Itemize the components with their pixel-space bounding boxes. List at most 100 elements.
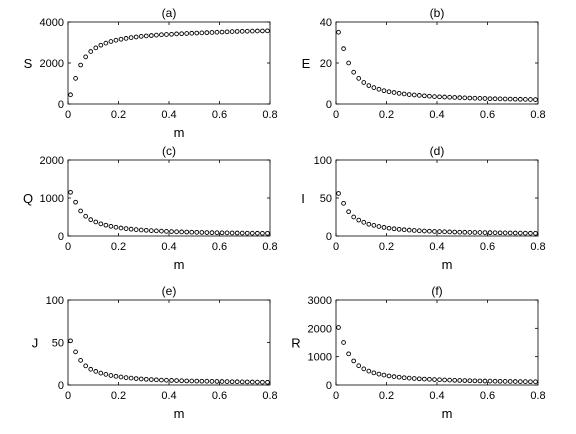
data-point [517, 379, 523, 384]
y-tick-label: 100 [314, 155, 332, 167]
data-point [336, 191, 341, 196]
data-point [164, 377, 169, 383]
data-point [467, 230, 473, 235]
x-tick-label: 0.2 [111, 241, 126, 253]
data-point [533, 379, 538, 385]
x-tick-label: 0.4 [429, 390, 444, 402]
data-point [229, 29, 235, 34]
data-point [249, 230, 255, 236]
data-point [249, 379, 255, 385]
y-tick-label: 2000 [40, 58, 64, 70]
data-point [406, 92, 412, 97]
data-point [68, 92, 73, 98]
data-point [214, 379, 220, 384]
x-tick-label: 0 [65, 109, 71, 121]
data-point [346, 209, 351, 215]
x-tick-label: 0.2 [379, 390, 394, 402]
data-point [209, 378, 215, 384]
data-point [234, 29, 240, 34]
y-tick-label: 2000 [308, 323, 332, 335]
data-point [78, 358, 83, 363]
data-point [154, 377, 159, 383]
data-point [391, 374, 397, 379]
data-point [133, 34, 139, 40]
data-point [260, 28, 265, 34]
data-point [108, 223, 114, 229]
data-point [512, 379, 518, 384]
data-point [381, 372, 387, 378]
data-point [148, 377, 154, 382]
data-point [239, 28, 245, 34]
data-point [487, 230, 493, 236]
data-point [88, 217, 94, 223]
data-point [194, 30, 200, 36]
data-point [376, 86, 382, 92]
data-point [507, 379, 513, 384]
data-point [174, 31, 179, 37]
data-point [255, 28, 260, 34]
y-tick-label: 40 [320, 17, 332, 29]
data-point [492, 378, 498, 384]
data-point [351, 358, 357, 364]
data-point [214, 230, 220, 236]
data-point [523, 97, 528, 102]
data-point [396, 374, 402, 380]
data-point [143, 376, 149, 382]
data-point [239, 379, 245, 385]
data-point [159, 377, 164, 383]
data-point [356, 76, 362, 81]
data-point [88, 366, 94, 372]
data-point [204, 30, 210, 36]
data-point [255, 379, 260, 385]
x-tick-label: 0.8 [262, 241, 277, 253]
axes-box [67, 21, 271, 105]
data-point [437, 94, 442, 100]
data-point [128, 226, 134, 232]
data-point [346, 60, 351, 66]
y-tick-label: 0 [58, 99, 64, 111]
data-point [174, 378, 179, 383]
x-tick-label: 0 [65, 390, 71, 402]
y-tick-label: 0 [326, 231, 332, 243]
data-point [113, 37, 119, 43]
data-point [528, 230, 533, 236]
x-axis-label: m [442, 257, 453, 272]
data-point [512, 230, 518, 236]
subplot-4: 0 0.2 0.4 0.6 0.8 0 50 100 (d) m I [301, 144, 545, 272]
data-point [83, 363, 89, 369]
data-point [113, 373, 119, 379]
subplot-5: 0 0.2 0.4 0.6 0.8 0 50 100 (e) m J [32, 284, 278, 421]
data-point [113, 224, 119, 230]
x-tick-label: 0 [65, 241, 71, 253]
data-point [401, 227, 407, 233]
data-point [123, 375, 129, 380]
data-point [401, 375, 407, 381]
data-point [517, 230, 523, 236]
x-tick-label: 0.4 [161, 109, 176, 121]
data-point [351, 214, 357, 220]
data-point [189, 229, 195, 235]
data-point [229, 230, 235, 236]
x-tick-label: 0.6 [212, 390, 227, 402]
data-point [502, 379, 508, 384]
data-point [265, 28, 270, 34]
data-point [184, 31, 190, 36]
data-point [386, 225, 392, 231]
y-axis-label: I [301, 191, 305, 206]
subplot-title: (e) [162, 284, 177, 298]
subplot-title: (f) [431, 284, 442, 298]
data-point [260, 379, 265, 385]
data-point [336, 325, 341, 330]
data-point [143, 33, 149, 39]
data-point [234, 230, 240, 236]
data-point [472, 378, 478, 384]
data-point [492, 230, 498, 236]
data-point [83, 54, 89, 60]
data-point [133, 227, 139, 232]
data-point [366, 221, 372, 227]
data-point [396, 226, 402, 232]
data-point [381, 225, 387, 230]
data-point [523, 230, 528, 236]
data-point [386, 373, 392, 379]
x-axis-label: m [442, 406, 453, 421]
